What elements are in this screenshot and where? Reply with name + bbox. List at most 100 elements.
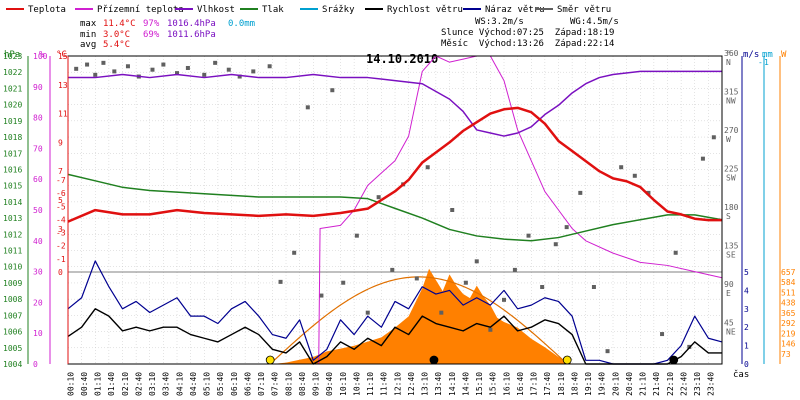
x-tick-label: 11:40 [380, 372, 389, 396]
unit-hpa: hPa [4, 50, 20, 60]
x-tick-label: 02:10 [121, 372, 130, 396]
x-tick-label: 15:40 [489, 372, 498, 396]
solar-tick-label: 584 [781, 278, 796, 287]
wind-dir-tick-label: S [726, 212, 731, 221]
wind-direction-point [267, 64, 272, 69]
pressure-tick-label: 1005 [3, 344, 22, 353]
solar-tick-label: 438 [781, 299, 796, 308]
wind-direction-point [237, 74, 242, 79]
wind-speed-tick-label: 5 [744, 268, 749, 277]
wind-direction-point [202, 72, 207, 77]
wind-direction-point [226, 67, 231, 72]
wind-dir-tick-label: NW [726, 97, 736, 106]
temperature-tick-label: 11 [58, 110, 68, 119]
x-tick-label: 17:10 [530, 372, 539, 396]
x-tick-label: 19:10 [584, 372, 593, 396]
wind-direction-point [673, 250, 678, 255]
unit-pct: % [39, 50, 45, 60]
wind-direction-point [526, 233, 531, 238]
x-tick-label: 08:40 [298, 372, 307, 396]
solar-tick-label: 219 [781, 329, 796, 338]
wind-direction-point [502, 297, 506, 302]
series-humidity-line [68, 70, 722, 137]
x-tick-label: 09:40 [325, 372, 334, 396]
sunrise-icon [265, 355, 275, 365]
wind-direction-point [161, 62, 166, 67]
unit-degc: °C [56, 50, 67, 60]
humidity-tick-label: 20 [33, 298, 43, 307]
wind-direction-point [330, 88, 335, 93]
wind-direction-point [646, 190, 651, 195]
pressure-tick-label: 1016 [3, 165, 22, 174]
x-tick-label: 04:40 [189, 372, 198, 396]
legend-label: Přízemní teplota [97, 5, 184, 15]
x-tick-label: 15:10 [475, 372, 484, 396]
wind-dir-tick-label: SW [726, 174, 736, 183]
wind-direction-point [463, 280, 468, 285]
wind-dir-tick-label: 225 [724, 165, 739, 174]
pressure-tick-label: 1008 [3, 295, 22, 304]
legend-label: Směr větru [557, 5, 611, 15]
solar-tick-label: 365 [781, 309, 796, 318]
wind-direction-point [305, 105, 310, 110]
humidity-tick-label: 60 [33, 175, 43, 184]
wind-direction-point [175, 71, 179, 76]
pressure-tick-label: 1011 [3, 247, 22, 256]
solar-tick-label: 292 [781, 319, 796, 328]
x-tick-label: 22:10 [666, 372, 675, 396]
stats-max-temp: 11.4°C [103, 19, 136, 29]
unit-labels: hPa % °C ° m/s mm W čas [4, 50, 787, 380]
x-tick-label: 03:40 [162, 372, 171, 396]
wind-dir-tick-label: 360 [724, 49, 739, 58]
stats-max-pres: 1016.4hPa [167, 19, 216, 29]
temperature-tick-label: 3 [58, 225, 63, 234]
humidity-tick-label: 0 [33, 360, 38, 369]
temperature-tick-label: -1 [56, 255, 66, 264]
x-tick-label: 00:10 [66, 372, 75, 396]
wind-direction-point [93, 72, 98, 77]
wind-direction-point [376, 195, 381, 200]
stats-max-hum: 97% [143, 19, 160, 29]
pressure-tick-label: 1015 [3, 182, 22, 191]
x-tick-label: 02:40 [134, 372, 143, 396]
stats-avg-label: avg [80, 40, 96, 50]
temperature-tick-label: 9 [58, 138, 63, 147]
x-tick-label: 05:10 [203, 372, 212, 396]
x-tick-label: 16:10 [502, 372, 511, 396]
humidity-tick-label: 80 [33, 114, 43, 123]
wind-direction-point [591, 285, 596, 289]
x-tick-label: 23:10 [693, 372, 702, 396]
stats-avg-temp: 5.4°C [103, 40, 130, 50]
wind-direction-point [619, 165, 624, 170]
humidity-tick-label: 40 [33, 237, 43, 246]
x-tick-label: 14:40 [461, 372, 470, 396]
wind-direction-point [112, 69, 117, 74]
pressure-tick-label: 1012 [3, 230, 22, 239]
x-tick-label: 09:10 [312, 372, 321, 396]
x-tick-label: 00:40 [80, 372, 89, 396]
temperature-tick-label: -6 [56, 189, 66, 198]
x-tick-label: 08:10 [284, 372, 293, 396]
unit-deg: ° [726, 50, 731, 60]
plot-area [67, 55, 723, 365]
axes: 1004100510061007100810091010101110121013… [3, 49, 796, 396]
temperature-tick-label: 0 [58, 268, 63, 277]
pressure-tick-label: 1018 [3, 133, 22, 142]
x-tick-label: 16:40 [516, 372, 525, 396]
wind-dir-tick-label: N [726, 58, 731, 67]
x-tick-label: 01:40 [107, 372, 116, 396]
legend-label: Teplota [28, 5, 66, 15]
wind-dir-tick-label: 270 [724, 126, 739, 135]
temperature-tick-label: 13 [58, 81, 68, 90]
stats-min-temp: 3.0°C [103, 30, 130, 40]
wind-direction-point [578, 190, 583, 195]
temperature-tick-label: 15 [58, 52, 68, 61]
wind-gust-avg: WG:4.5m/s [570, 17, 619, 27]
temperature-tick-label: -7 [56, 176, 66, 185]
stats-min-hum: 69% [143, 30, 160, 40]
humidity-tick-label: 10 [33, 329, 43, 338]
temperature-tick-label: -4 [56, 215, 66, 224]
pressure-tick-label: 1014 [3, 198, 22, 207]
wind-dir-tick-label: W [726, 135, 731, 144]
legend-label: Tlak [262, 5, 284, 15]
